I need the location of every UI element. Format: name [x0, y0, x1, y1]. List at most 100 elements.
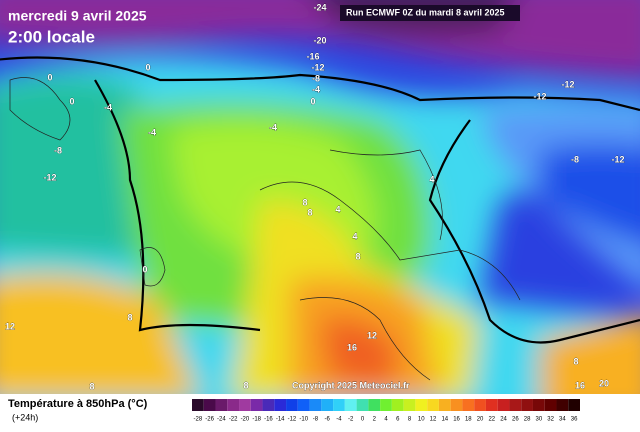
scale-label: 6	[396, 417, 400, 423]
scale-swatch	[227, 399, 240, 411]
contour-label: -12	[43, 172, 56, 182]
contour-label: 8	[302, 197, 307, 207]
scale-swatch	[556, 399, 569, 411]
contour-label: -4	[148, 127, 156, 137]
scale-label: -6	[325, 417, 331, 423]
contour-label: 16	[347, 342, 357, 352]
scale-swatch	[415, 399, 428, 411]
contour-label: 0	[69, 96, 74, 106]
scale-label: -16	[264, 417, 273, 423]
scale-label: -24	[217, 417, 226, 423]
scale-label: 20	[477, 417, 484, 423]
contour-label: -4	[312, 84, 320, 94]
scale-swatch	[274, 399, 287, 411]
scale-label: 36	[571, 417, 578, 423]
contour-label: 8	[89, 381, 94, 391]
contour-label: 4	[335, 204, 340, 214]
scale-label: -4	[336, 417, 342, 423]
scale-swatch	[356, 399, 369, 411]
contour-label: -8	[54, 145, 62, 155]
legend-title: Température à 850hPa (°C)	[8, 398, 148, 410]
contour-label: -4	[104, 102, 112, 112]
scale-label: 32	[547, 417, 554, 423]
scale-swatch	[192, 399, 204, 411]
scale-swatch	[297, 399, 310, 411]
run-box	[340, 5, 520, 21]
scale-swatch	[215, 399, 228, 411]
temperature-field	[0, 0, 640, 394]
scale-swatch	[474, 399, 486, 411]
scale-label: 8	[408, 417, 412, 423]
contour-label: 0	[310, 96, 315, 106]
scale-label: -28	[194, 417, 203, 423]
contour-label: -8	[571, 154, 579, 164]
scale-swatch	[344, 399, 357, 411]
contour-label: 20	[599, 378, 609, 388]
contour-label: 16	[575, 380, 585, 390]
copyright: Copyright 2025 Meteociel.fr	[292, 380, 410, 390]
coastline	[0, 56, 640, 344]
contour-label: 8	[355, 251, 360, 261]
scale-label: 2	[373, 417, 377, 423]
contour-label: 0	[47, 72, 52, 82]
scale-swatch	[485, 399, 498, 411]
run-info: Run ECMWF 0Z du mardi 8 avril 2025	[346, 7, 505, 17]
scale-swatch	[509, 399, 522, 411]
borders	[9, 77, 521, 381]
contour-label: -12	[611, 154, 624, 164]
scale-swatch	[497, 399, 510, 411]
scale-label: 26	[512, 417, 519, 423]
scale-label: -14	[276, 417, 285, 423]
scale-swatch	[321, 399, 334, 411]
scale-swatch	[239, 399, 251, 411]
scale-swatch	[368, 399, 381, 411]
scale-label: 4	[384, 417, 388, 423]
contour-label: 0	[145, 62, 150, 72]
scale-swatch	[403, 399, 416, 411]
scale-swatch	[427, 399, 439, 411]
contour-label: -8	[312, 73, 320, 83]
contour-label: 12	[5, 321, 15, 331]
contour-label: 12	[367, 330, 377, 340]
contour-label: -24	[313, 2, 326, 12]
contour-label: -16	[306, 51, 319, 61]
scale-label: 12	[430, 417, 437, 423]
scale-swatch	[333, 399, 345, 411]
scale-label: -10	[299, 417, 308, 423]
scale-swatch	[391, 399, 404, 411]
contour-label: 0	[142, 264, 147, 274]
scale-label: -2	[348, 417, 354, 423]
scale-label: 24	[500, 417, 507, 423]
scale-swatch	[309, 399, 322, 411]
scale-label: -20	[241, 417, 250, 423]
scale-label: 14	[441, 417, 448, 423]
scale-label: 16	[453, 417, 460, 423]
scale-label: -26	[205, 417, 214, 423]
contour-label: 4	[352, 231, 357, 241]
scale-swatch	[203, 399, 216, 411]
scale-label: -12	[288, 417, 297, 423]
scale-swatch	[262, 399, 275, 411]
contour-label: -20	[313, 35, 326, 45]
scale-swatch	[544, 399, 557, 411]
scale-swatch	[286, 399, 298, 411]
contour-label: 8	[127, 312, 132, 322]
contour-label: 4	[429, 174, 434, 184]
scale-label: 10	[418, 417, 425, 423]
scale-label: 0	[361, 417, 365, 423]
scale-swatch	[380, 399, 392, 411]
scale-swatch	[462, 399, 475, 411]
contour-label: -4	[269, 122, 277, 132]
scale-label: 34	[559, 417, 566, 423]
scale-label: 22	[488, 417, 495, 423]
scale-label: 30	[536, 417, 543, 423]
contour-label: 8	[573, 356, 578, 366]
scale-swatch	[450, 399, 463, 411]
contour-label: -12	[533, 91, 546, 101]
scale-swatch	[521, 399, 533, 411]
contour-label: 8	[243, 380, 248, 390]
scale-label: -18	[252, 417, 261, 423]
local-time: 2:00 locale	[8, 27, 95, 46]
contour-label: -12	[311, 62, 324, 72]
